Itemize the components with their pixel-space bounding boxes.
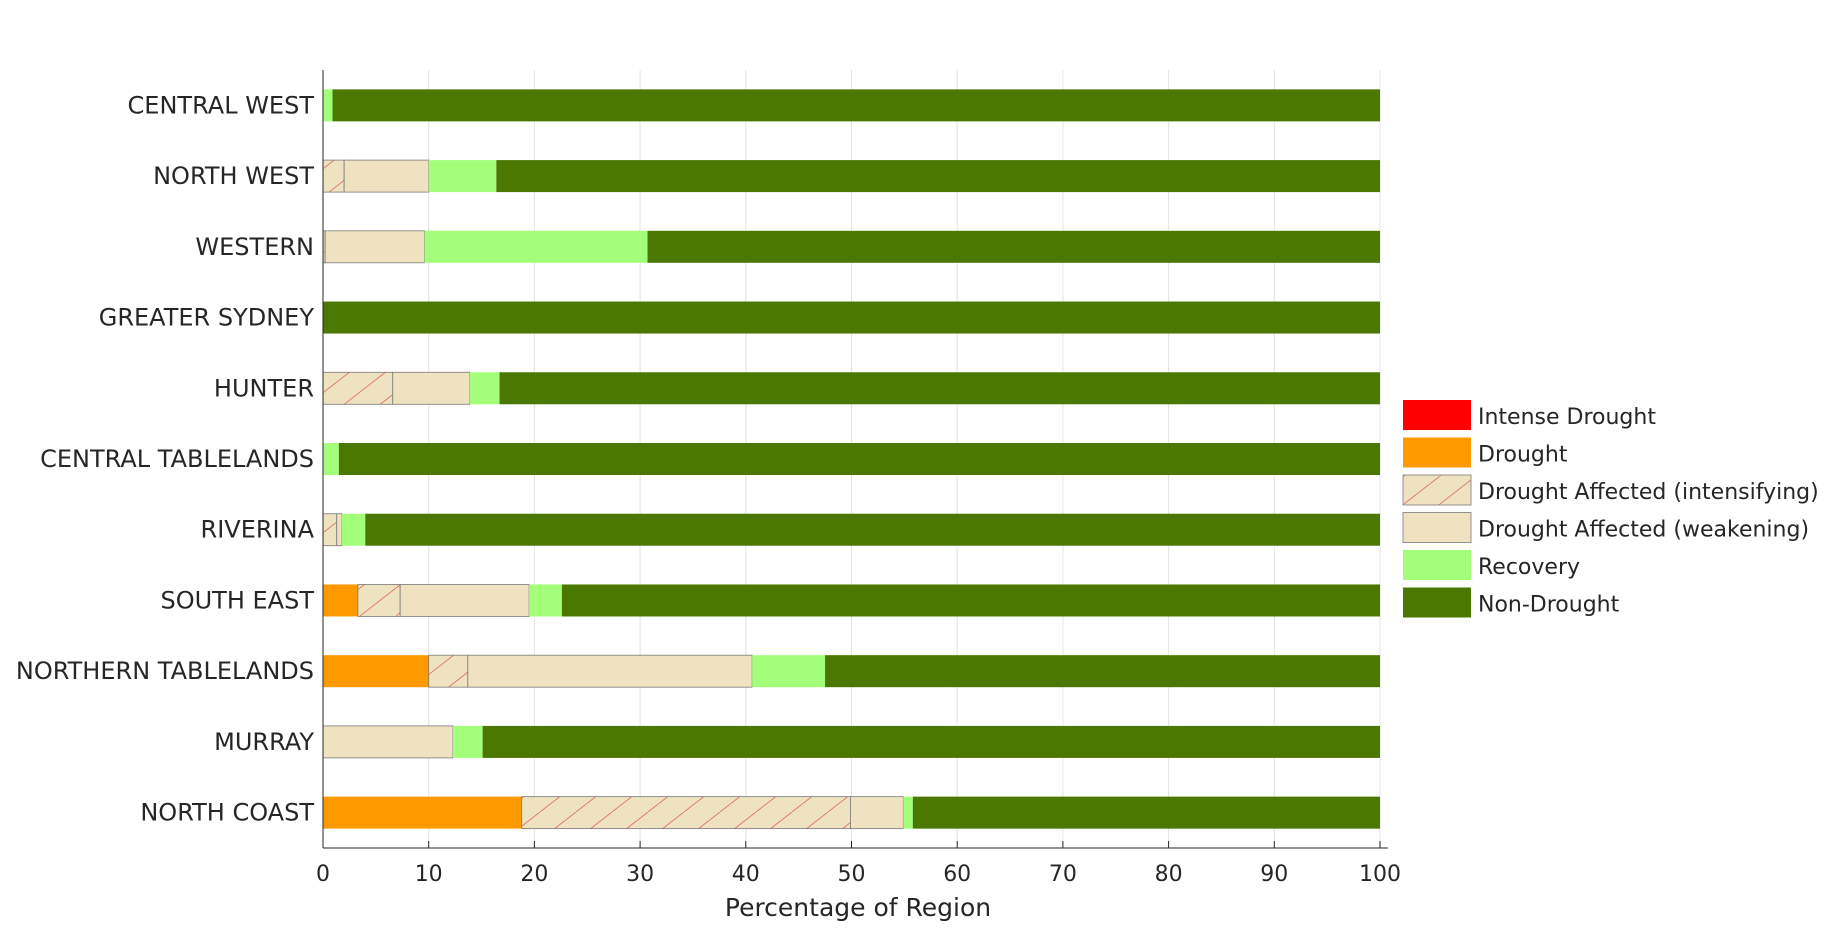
x-tick-label-20: 20 xyxy=(520,862,548,887)
bar-central-tablelands-recovery xyxy=(323,443,339,475)
bar-western-drought-affected-weakening xyxy=(324,230,425,264)
bar-murray-drought-affected-weakening xyxy=(322,725,454,759)
category-label-north-west: NORTH WEST xyxy=(153,162,314,190)
x-tick-label-10: 10 xyxy=(415,862,443,887)
bar-riverina-recovery xyxy=(342,513,366,546)
category-label-central-tablelands: CENTRAL TABLELANDS xyxy=(40,445,314,473)
axes xyxy=(322,70,1388,849)
bar-northern-tablelands-drought xyxy=(323,655,429,688)
bar-south-east-drought xyxy=(323,584,358,617)
category-label-north-coast: NORTH COAST xyxy=(140,799,314,827)
x-axis-label: Percentage of Region xyxy=(725,893,991,922)
bar-north-coast-drought-affected-intensifying xyxy=(521,796,851,830)
bar-hunter-drought-affected-intensifying xyxy=(322,371,394,405)
bar-western-non-drought xyxy=(647,230,1380,263)
bar-hunter-recovery xyxy=(469,372,500,405)
x-tick-label-70: 70 xyxy=(1049,862,1077,887)
bar-north-west-drought-affected-intensifying xyxy=(322,159,345,193)
legend-swatch-drought xyxy=(1403,437,1471,468)
bar-north-coast-drought xyxy=(323,796,522,829)
x-tick-label-40: 40 xyxy=(732,862,760,887)
legend-swatch-intense-drought xyxy=(1403,400,1471,430)
bar-riverina-drought-affected-intensifying xyxy=(322,513,338,547)
legend-swatch-drought-affected-weakening xyxy=(1402,512,1472,543)
bar-hunter-non-drought xyxy=(499,372,1380,405)
category-label-hunter: HUNTER xyxy=(214,374,314,402)
bar-murray-recovery xyxy=(453,725,483,758)
category-label-south-east: SOUTH EAST xyxy=(160,586,314,614)
legend-label-drought-affected-intensifying: Drought Affected (intensifying) xyxy=(1478,480,1819,505)
category-label-northern-tablelands: NORTHERN TABLELANDS xyxy=(16,657,314,685)
bar-northern-tablelands-non-drought xyxy=(825,655,1380,688)
bar-south-east-drought-affected-weakening xyxy=(399,584,530,617)
x-tick-label-80: 80 xyxy=(1155,862,1183,887)
x-tick-label-60: 60 xyxy=(943,862,971,887)
legend-label-non-drought: Non-Drought xyxy=(1478,593,1620,618)
bar-north-west-non-drought xyxy=(496,160,1380,193)
legend: Intense Drought Drought Drought Affected (… xyxy=(1402,400,1819,618)
legend-label-drought: Drought xyxy=(1478,443,1568,468)
category-label-greater-sydney: GREATER SYDNEY xyxy=(99,304,315,332)
bar-south-east-non-drought xyxy=(561,584,1380,617)
legend-swatch-recovery xyxy=(1403,550,1471,580)
x-tick-label-100: 100 xyxy=(1359,862,1401,887)
category-label-central-west: CENTRAL WEST xyxy=(128,91,315,119)
bar-northern-tablelands-recovery xyxy=(752,655,826,688)
category-label-western: WESTERN xyxy=(195,233,314,261)
x-tick-labels: 0 10 20 30 40 50 60 70 80 90 100 xyxy=(316,862,1401,887)
bar-riverina-non-drought xyxy=(365,513,1380,546)
bar-south-east-recovery xyxy=(529,584,562,617)
bar-north-coast-recovery xyxy=(903,796,913,829)
bar-central-tablelands-non-drought xyxy=(338,443,1381,475)
legend-label-drought-affected-weakening: Drought Affected (weakening) xyxy=(1478,518,1809,543)
category-label-riverina: RIVERINA xyxy=(201,516,315,544)
bar-north-coast-drought-affected-weakening xyxy=(850,796,904,830)
bar-hunter-drought-affected-weakening xyxy=(392,371,471,405)
bar-northern-tablelands-drought-affected-intensifying xyxy=(428,654,469,688)
bar-northern-tablelands-drought-affected-weakening xyxy=(467,654,753,688)
bar-north-west-drought-affected-weakening xyxy=(343,159,430,193)
bar-central-west-non-drought xyxy=(332,89,1381,122)
x-tick-label-30: 30 xyxy=(626,862,654,887)
bar-central-west-recovery xyxy=(323,89,333,122)
bar-south-east-drought-affected-intensifying xyxy=(357,584,401,617)
legend-swatch-non-drought xyxy=(1403,587,1471,618)
x-tick-label-0: 0 xyxy=(316,862,330,887)
bar-western-recovery xyxy=(424,230,648,263)
bar-murray-non-drought xyxy=(482,725,1380,758)
legend-label-intense-drought: Intense Drought xyxy=(1478,405,1656,430)
bar-north-west-recovery xyxy=(428,160,497,193)
category-label-murray: MURRAY xyxy=(214,728,314,756)
legend-label-recovery: Recovery xyxy=(1478,555,1580,580)
bar-greater-sydney-non-drought xyxy=(323,301,1380,334)
bar-north-coast-non-drought xyxy=(912,796,1380,829)
x-tick-label-50: 50 xyxy=(838,862,866,887)
x-tick-label-90: 90 xyxy=(1260,862,1288,887)
category-labels: CENTRAL WEST NORTH WEST WESTERN GREATER SYD… xyxy=(16,91,315,826)
legend-swatch-drought-affected-intensifying xyxy=(1402,474,1472,506)
bars xyxy=(322,89,1381,830)
bar-riverina-drought-affected-weakening xyxy=(336,513,343,547)
